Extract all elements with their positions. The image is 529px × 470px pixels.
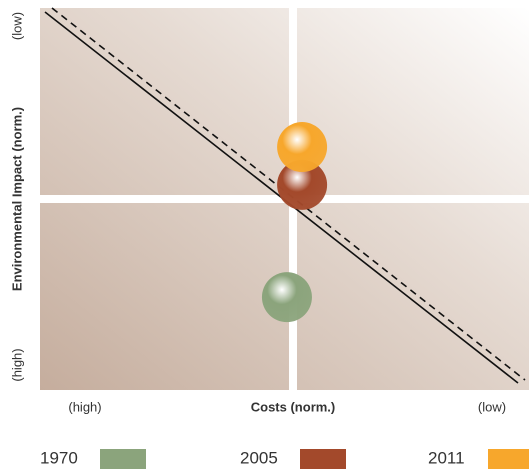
legend-label: 2005 xyxy=(240,448,278,467)
x-axis-label: Costs (norm.) xyxy=(251,399,336,414)
legend-swatch xyxy=(488,449,529,469)
legend-label: 2011 xyxy=(428,448,465,467)
x-tick-label: (high) xyxy=(68,399,101,414)
x-tick-label: (low) xyxy=(478,399,506,414)
y-axis-label: Environmental Impact (norm.) xyxy=(9,107,24,291)
legend-swatch xyxy=(100,449,146,469)
bubble xyxy=(261,272,312,323)
bubble xyxy=(277,159,328,210)
y-tick-label: (high) xyxy=(9,348,24,381)
y-tick-label: (low) xyxy=(9,12,24,40)
legend-swatch xyxy=(300,449,346,469)
legend-label: 1970 xyxy=(40,448,78,467)
bubble xyxy=(277,122,328,173)
